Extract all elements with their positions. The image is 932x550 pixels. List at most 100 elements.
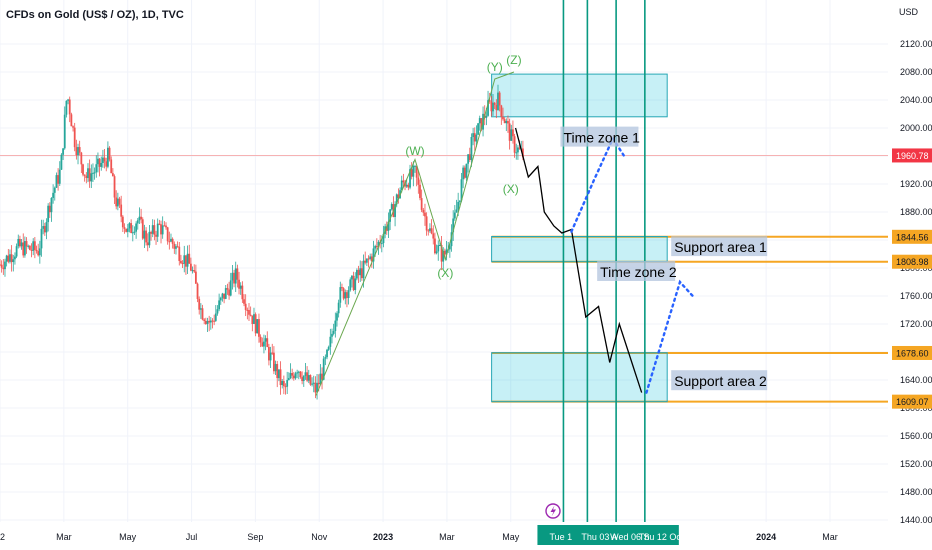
time-axis[interactable]: 22 Mar May Jul Sep Nov 2023 Mar May 2024 Mar Tue 1 T… [0,522,888,550]
price-tick-label: 2120.00 [900,39,932,49]
candle-body [312,382,315,384]
candlesticks [0,84,524,400]
candle-body [457,201,460,210]
candle-body [518,147,521,149]
candle-body [306,372,308,381]
candle-body [344,292,347,299]
candle-body [253,314,255,324]
candle-body [394,204,396,217]
candle-body [33,241,36,250]
candle-body [402,180,405,183]
candle-body [465,163,468,178]
candle-body [180,260,182,264]
candle-body [118,198,121,205]
price-axis[interactable]: 1440.001480.001520.001560.001600.001640.… [888,0,932,550]
candle-body [126,228,129,232]
candle-body [488,100,491,102]
candle-body [82,164,84,175]
candle-body [70,114,73,127]
candle-body [19,238,21,247]
symbol-title: CFDs on Gold (US$ / OZ), 1D, TVC [6,9,184,21]
candle-body [274,363,277,372]
price-tick-label: 1720.00 [900,319,932,329]
candle-body [125,228,128,232]
candle-body [42,226,45,229]
candle-body [52,192,55,198]
candle-body [282,381,285,387]
candle-body [455,209,458,213]
wave-label: (X) [437,266,453,280]
candle-body [155,234,157,237]
candle-body [289,373,292,379]
flash-icon[interactable] [545,503,561,519]
candle-body [65,100,68,115]
candle-body [113,176,116,198]
candle-body [515,152,518,154]
candle-body [193,270,196,272]
candle-body [239,285,242,289]
candle-body [4,261,6,270]
candle-body [47,205,50,223]
candle-body [17,238,20,247]
candle-body [105,161,108,167]
candle-body [98,158,101,167]
candle-body [75,147,78,156]
candle-body [37,251,40,256]
time-tick-label: 2023 [373,532,393,542]
time-zone-label: Time zone 1 [563,130,640,146]
candle-body [415,165,418,178]
candle-body [407,184,410,188]
candle-body [329,336,332,347]
candle-body [190,263,192,271]
price-tick-label: 2080.00 [900,67,932,77]
candle-body [301,377,304,382]
price-tick-label: 1440.00 [900,515,932,525]
candle-body [430,228,433,234]
candle-body [263,341,265,347]
candle-body [294,373,297,379]
candle-body [83,174,86,176]
candle-body [143,230,146,239]
candle-body [439,245,441,247]
candle-body [141,219,144,239]
wave-label: (W) [405,144,424,158]
candle-body [503,119,506,124]
candle-body [0,264,3,268]
candle-body [510,129,513,141]
candle-body [409,169,411,188]
candle-body [55,175,58,188]
candle-body [324,357,327,359]
candle-body [102,157,104,163]
projection-path-blue-2 [645,279,694,394]
candle-body [266,338,269,348]
candle-body [229,280,232,296]
candle-body [85,175,88,179]
candle-body [218,300,221,310]
candle-body [156,223,159,237]
candle-body [35,249,38,252]
level-badge [892,229,932,244]
support-label-bg [671,236,768,257]
candle-body [354,278,357,291]
candle-body [100,162,103,167]
candle-body [148,231,151,246]
candle-body [364,260,367,263]
candle-body [111,173,114,177]
candle-body [108,147,111,160]
candle-body [166,227,169,242]
candle-body [434,238,436,254]
candle-body [331,333,333,337]
time-tick-label: Nov [311,532,328,542]
level-badge [892,394,932,409]
candle-body [356,269,358,279]
candle-body [241,285,244,300]
candle-body [12,259,15,263]
wave-label: (Z) [506,53,521,67]
candle-body [251,315,254,324]
candle-body [385,226,388,231]
wave-label: (Y) [487,60,503,74]
candle-body [372,248,375,262]
candle-body [508,123,511,141]
candle-body [419,184,421,199]
